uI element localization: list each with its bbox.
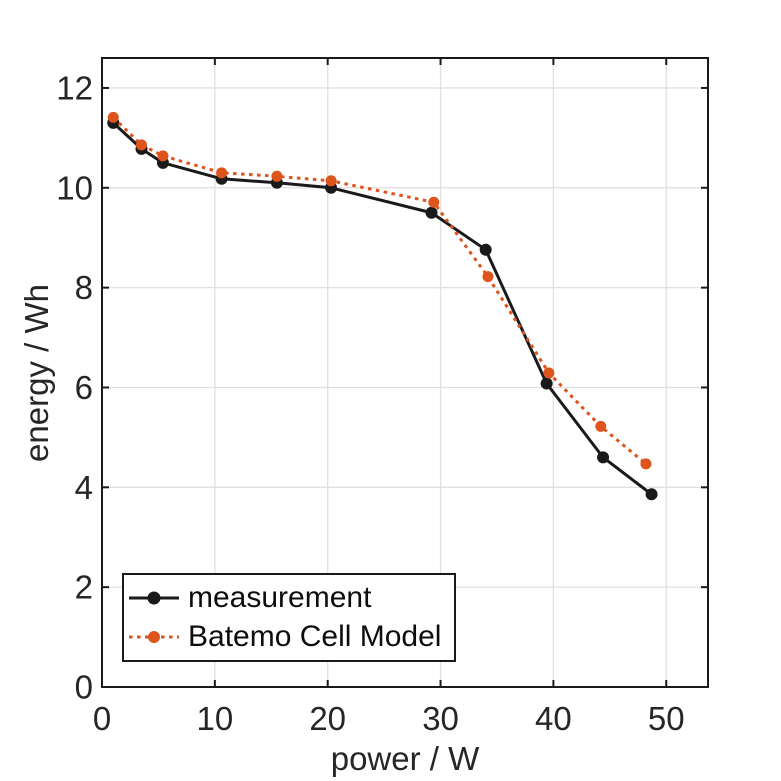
- data-point-1: [216, 167, 228, 179]
- legend-box: measurement Batemo Cell Model: [122, 573, 456, 662]
- x-tick-label: 50: [648, 700, 685, 737]
- data-point-0: [645, 488, 658, 501]
- data-point-1: [157, 150, 169, 162]
- axis-box: [101, 57, 709, 688]
- data-point-1: [482, 271, 494, 283]
- legend-label-measurement: measurement: [188, 581, 372, 615]
- y-tick-label: 10: [56, 169, 93, 206]
- y-tick-label: 8: [75, 269, 93, 306]
- plot-border: [101, 57, 709, 688]
- data-point-1: [271, 170, 283, 182]
- legend-sample-batemo-cell-model: [129, 630, 179, 643]
- y-tick-label: 2: [75, 569, 93, 606]
- y-tick-label: 4: [75, 469, 93, 506]
- tick-labels: 0 10 20 30 40 50 0 2 4 6 8 10 12: [56, 70, 684, 737]
- data-point-1: [543, 367, 555, 379]
- data-point-0: [425, 206, 438, 219]
- data-point-1: [325, 175, 337, 187]
- y-tick-label: 0: [75, 669, 93, 706]
- data-point-1: [107, 111, 119, 123]
- data-point-1: [135, 139, 147, 151]
- legend-sample-measurement: [129, 591, 179, 605]
- y-tick-label: 12: [56, 70, 93, 107]
- data-point-1: [640, 458, 652, 470]
- data-point-1: [428, 196, 440, 208]
- x-tick-label: 40: [535, 700, 572, 737]
- data-point-0: [479, 243, 492, 256]
- series-line-0: [112, 121, 653, 496]
- data-point-0: [597, 451, 610, 464]
- x-tick-label: 10: [196, 700, 233, 737]
- data-point-1: [595, 420, 607, 432]
- legend-label-batemo-cell-model: Batemo Cell Model: [188, 619, 442, 653]
- data-point-0: [540, 377, 553, 390]
- legend-item-measurement: measurement: [128, 583, 454, 613]
- axis-ticks: [101, 58, 708, 688]
- y-tick-label: 6: [75, 369, 93, 406]
- series-line-1: [112, 116, 647, 466]
- y-axis-title: energy / Wh: [18, 284, 55, 462]
- x-tick-label: 20: [309, 700, 346, 737]
- x-tick-label: 30: [422, 700, 459, 737]
- x-tick-label: 0: [93, 700, 111, 737]
- data-series: [107, 111, 658, 501]
- legend-item-batemo-cell-model: Batemo Cell Model: [128, 619, 454, 653]
- x-axis-title: power / W: [331, 740, 480, 777]
